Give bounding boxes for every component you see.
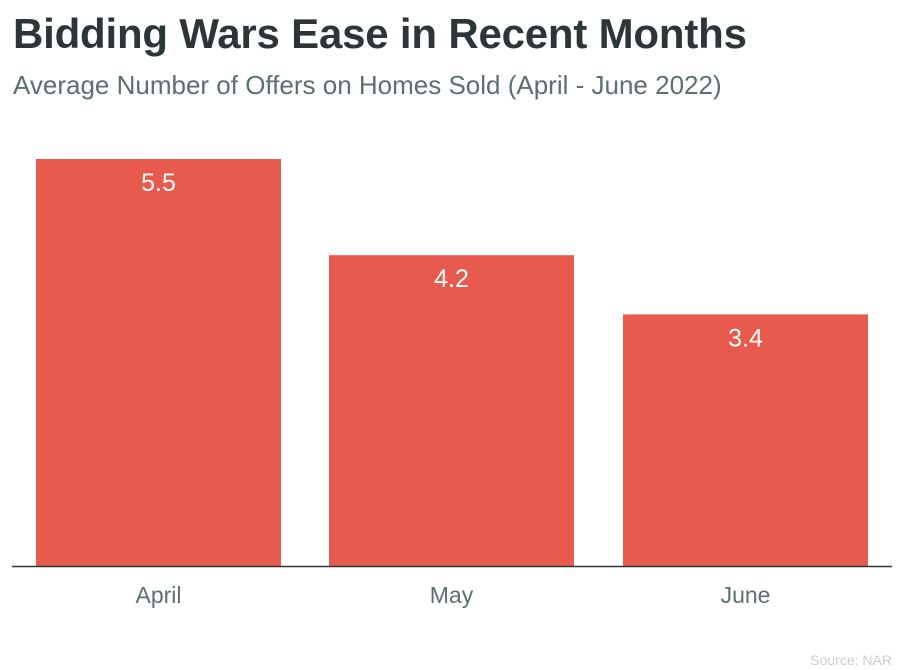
bar-value-label: 4.2 (434, 265, 469, 293)
x-tick-labels-group: April May June (135, 582, 770, 608)
source-note: Source: NAR (810, 652, 892, 668)
bar-value-label: 3.4 (728, 324, 763, 352)
bar-labels-group: 5.5 4.2 3.4 (141, 169, 763, 352)
bar-june (623, 314, 868, 566)
chart-subtitle: Average Number of Offers on Homes Sold (… (13, 70, 722, 100)
bars-group (36, 159, 868, 566)
bar-may (329, 255, 574, 566)
chart-title: Bidding Wars Ease in Recent Months (13, 10, 747, 57)
x-tick-label: April (135, 582, 181, 608)
x-tick-label: June (721, 582, 771, 608)
x-tick-label: May (430, 582, 474, 608)
bar-value-label: 5.5 (141, 169, 176, 197)
bar-april (36, 159, 281, 566)
